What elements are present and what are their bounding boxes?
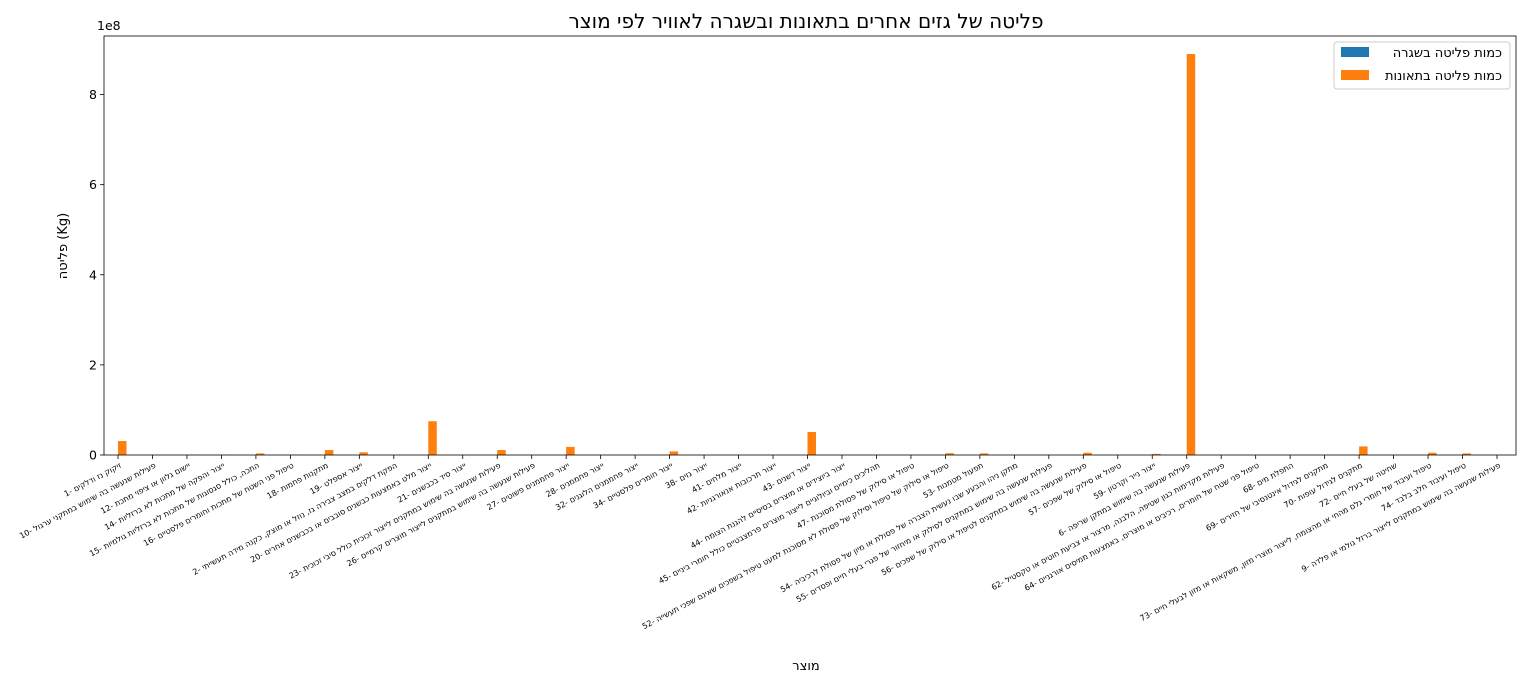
bar-accidents-7	[359, 452, 368, 455]
plot-frame	[103, 35, 1517, 456]
bar-accidents-31	[1186, 54, 1196, 456]
bar-accidents-6	[324, 450, 334, 455]
chart-title: פליטה של גזים אחרים בתאונות ובשגרה לאווי…	[569, 9, 1044, 33]
bar-accidents-4	[255, 453, 265, 455]
y-tick-label-0: 0	[89, 448, 97, 463]
y-tick-label-4: 8	[89, 87, 97, 102]
x-axis-label: מוצר	[792, 659, 819, 674]
bar-accidents-25	[979, 453, 989, 455]
y-tick-label-2: 4	[89, 267, 97, 282]
bar-accidents-30	[1152, 453, 1161, 455]
bar-accidents-39	[1462, 453, 1472, 455]
y-tick-label-1: 2	[89, 357, 97, 372]
legend-label-routine: כמות פליטה בשגרה	[1393, 46, 1502, 61]
y-scale-label: 1e8	[97, 18, 121, 33]
bar-accidents-11	[497, 450, 506, 455]
bar-accidents-36	[1359, 446, 1368, 455]
bar-accidents-38	[1428, 452, 1437, 455]
plot-area	[104, 36, 1516, 455]
y-tick-label-3: 6	[89, 177, 97, 192]
x-tick-label-6: 18- מתקנות פחמות	[265, 461, 330, 501]
bar-accidents-20	[807, 432, 816, 455]
bar-accidents-24	[945, 453, 954, 455]
bar-accidents-28	[1083, 452, 1092, 455]
legend-box	[1333, 41, 1511, 90]
bar-accidents-13	[566, 446, 575, 455]
legend: כמות פליטה בשגרה כמות פליטה בתאונות	[1333, 41, 1511, 90]
bar-accidents-16	[669, 451, 679, 455]
bars-layer	[118, 54, 1472, 456]
y-axis: 0 2 4 6 8	[89, 87, 104, 463]
y-axis-label: פליטה (Kg)	[56, 213, 71, 279]
legend-swatch-routine	[1341, 47, 1369, 57]
bar-accidents-9	[428, 421, 437, 455]
legend-label-accidents: כמות פליטה בתאונות	[1385, 69, 1502, 84]
bar-accidents-0	[118, 441, 127, 455]
legend-swatch-accidents	[1341, 70, 1369, 80]
